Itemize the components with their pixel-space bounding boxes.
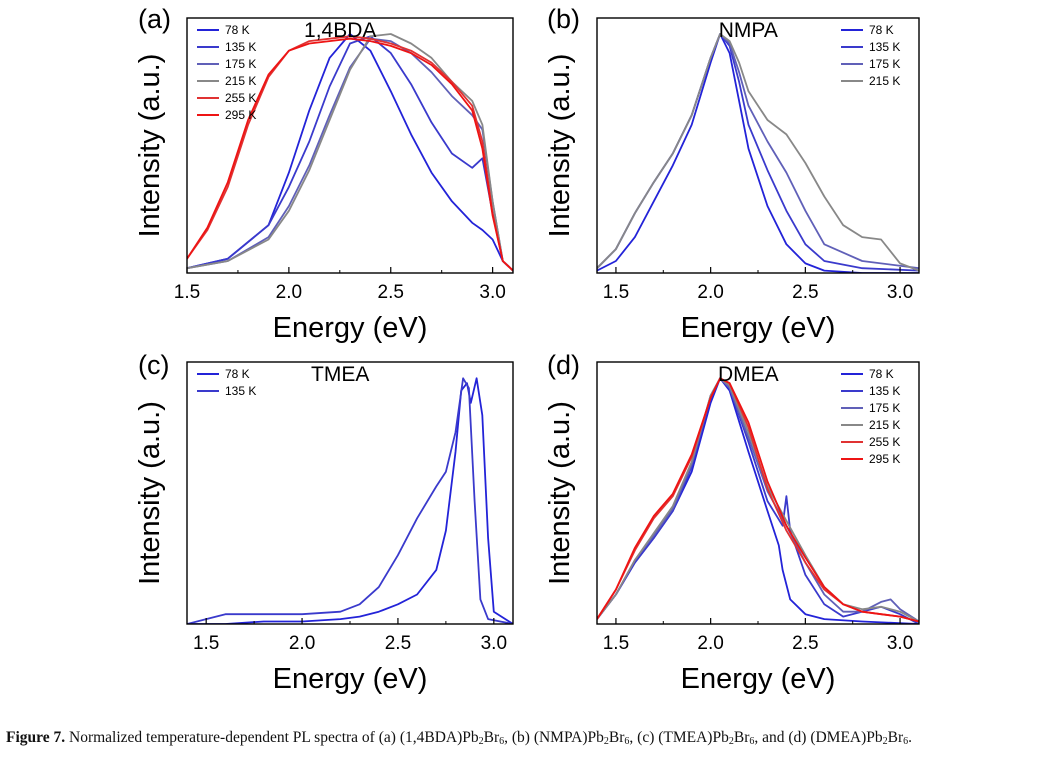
panel-d: 1.5 2.0 2.5 3.0 Energy (eV) Intensity (a.u.) (… — [544, 350, 920, 695]
trace-215-k — [597, 377, 919, 623]
panel-b: 1.5 2.0 2.5 3.0 Energy (eV) Intensity (a.u.) (… — [544, 4, 920, 344]
traces-a — [187, 33, 513, 272]
trace-78-k — [187, 377, 513, 624]
trace-295-k — [187, 37, 513, 272]
legend-entry-215-k: 215 K — [869, 74, 900, 88]
trace-135-k — [187, 377, 513, 624]
trace-78-k — [187, 33, 513, 272]
caption-item-b: (b) (NMPA)Pb2Br6, — [511, 728, 634, 747]
legend-entry-135-k: 135 K — [869, 40, 900, 54]
x-tick-label: 2.0 — [697, 633, 723, 654]
x-tick-label: 2.0 — [289, 633, 315, 654]
panel-title: DMEA — [718, 363, 779, 386]
x-axis-d: 1.5 2.0 2.5 3.0 — [603, 618, 913, 654]
trace-78-k — [597, 33, 919, 273]
y-axis-label: Intensity (a.u.) — [544, 54, 576, 238]
x-tick-label: 2.5 — [792, 282, 818, 303]
x-tick-label: 3.0 — [887, 633, 913, 654]
y-axis-label: Intensity (a.u.) — [544, 401, 576, 585]
caption-item-c: (c) (TMEA)Pb2Br6, and — [637, 728, 785, 747]
panel-title: NMPA — [719, 19, 778, 42]
caption-item-d: (d) (DMEA)Pb2Br6. — [788, 728, 913, 747]
traces-b — [597, 33, 919, 273]
x-axis-b: 1.5 2.0 2.5 3.0 — [603, 267, 913, 303]
trace-215-k — [187, 33, 513, 272]
x-tick-label: 2.0 — [276, 282, 302, 303]
legend-entry-78-k: 78 K — [869, 367, 894, 381]
legend-entry-255-k: 255 K — [225, 91, 256, 105]
x-axis-a: 1.5 2.0 2.5 3.0 — [174, 267, 506, 303]
y-axis-label: Intensity (a.u.) — [134, 401, 166, 585]
legend-entry-175-k: 175 K — [869, 401, 900, 415]
panel-label-c: (c) — [138, 350, 169, 380]
x-axis-label: Energy (eV) — [273, 663, 428, 695]
x-tick-label: 3.0 — [481, 633, 507, 654]
panel-title: 1,4BDA — [304, 19, 376, 42]
legend-entry-175-k: 175 K — [869, 57, 900, 71]
panel-a: 1.5 2.0 2.5 3.0 Energy (eV) Intensity (a.u.) (… — [134, 4, 514, 344]
legend-entry-135-k: 135 K — [225, 384, 256, 398]
legend-a: 78 K 135 K 175 K 215 K 255 K 295 K — [197, 23, 256, 122]
x-axis-c: 1.5 2.0 2.5 3.0 — [193, 618, 507, 654]
figure-caption: Figure 7. Normalized temperature-depende… — [6, 728, 1056, 747]
caption-item-a: (a) (1,4BDA)Pb2Br6, — [378, 728, 508, 747]
x-tick-label: 3.0 — [479, 282, 505, 303]
figure-label: Figure 7. — [6, 728, 66, 746]
x-tick-label: 2.5 — [792, 633, 818, 654]
legend-entry-78-k: 78 K — [225, 367, 250, 381]
legend-entry-135-k: 135 K — [225, 40, 256, 54]
x-tick-label: 1.5 — [174, 282, 200, 303]
pl-spectra-figure: 1.5 2.0 2.5 3.0 Energy (eV) Intensity (a.u.) (… — [134, 4, 920, 695]
legend-entry-135-k: 135 K — [869, 384, 900, 398]
traces-c — [187, 377, 513, 624]
legend-entry-255-k: 255 K — [869, 435, 900, 449]
legend-entry-175-k: 175 K — [225, 57, 256, 71]
trace-78-k — [597, 377, 919, 624]
legend-entry-295-k: 295 K — [225, 108, 256, 122]
x-tick-label: 2.5 — [385, 633, 411, 654]
legend-d: 78 K 135 K 175 K 215 K 255 K 295 K — [841, 367, 900, 466]
trace-175-k — [597, 377, 919, 623]
panel-c: 1.5 2.0 2.5 3.0 Energy (eV) Intensity (a.u.) (… — [134, 350, 514, 695]
trace-255-k — [187, 35, 513, 272]
panel-label-b: (b) — [547, 4, 580, 34]
traces-d — [597, 377, 919, 624]
x-tick-label: 1.5 — [193, 633, 219, 654]
legend-entry-78-k: 78 K — [225, 23, 250, 37]
x-tick-label: 2.5 — [378, 282, 404, 303]
x-tick-label: 1.5 — [603, 633, 629, 654]
panel-label-a: (a) — [138, 4, 171, 34]
legend-entry-295-k: 295 K — [869, 452, 900, 466]
x-tick-label: 1.5 — [603, 282, 629, 303]
panel-label-d: (d) — [547, 350, 580, 380]
trace-215-k — [597, 33, 919, 272]
caption-intro: Normalized temperature-dependent PL spec… — [69, 728, 375, 746]
legend-b: 78 K 135 K 175 K 215 K — [841, 23, 900, 88]
plot-frame — [186, 361, 514, 625]
plot-frame — [186, 17, 514, 274]
trace-135-k — [597, 377, 919, 624]
panel-title: TMEA — [311, 363, 369, 386]
legend-c: 78 K 135 K — [197, 367, 256, 398]
x-tick-label: 3.0 — [887, 282, 913, 303]
x-tick-label: 2.0 — [697, 282, 723, 303]
legend-entry-78-k: 78 K — [869, 23, 894, 37]
legend-entry-215-k: 215 K — [225, 74, 256, 88]
x-axis-label: Energy (eV) — [273, 312, 428, 344]
x-axis-label: Energy (eV) — [681, 312, 836, 344]
trace-295-k — [597, 377, 919, 623]
y-axis-label: Intensity (a.u.) — [134, 54, 166, 238]
legend-entry-215-k: 215 K — [869, 418, 900, 432]
x-axis-label: Energy (eV) — [681, 663, 836, 695]
